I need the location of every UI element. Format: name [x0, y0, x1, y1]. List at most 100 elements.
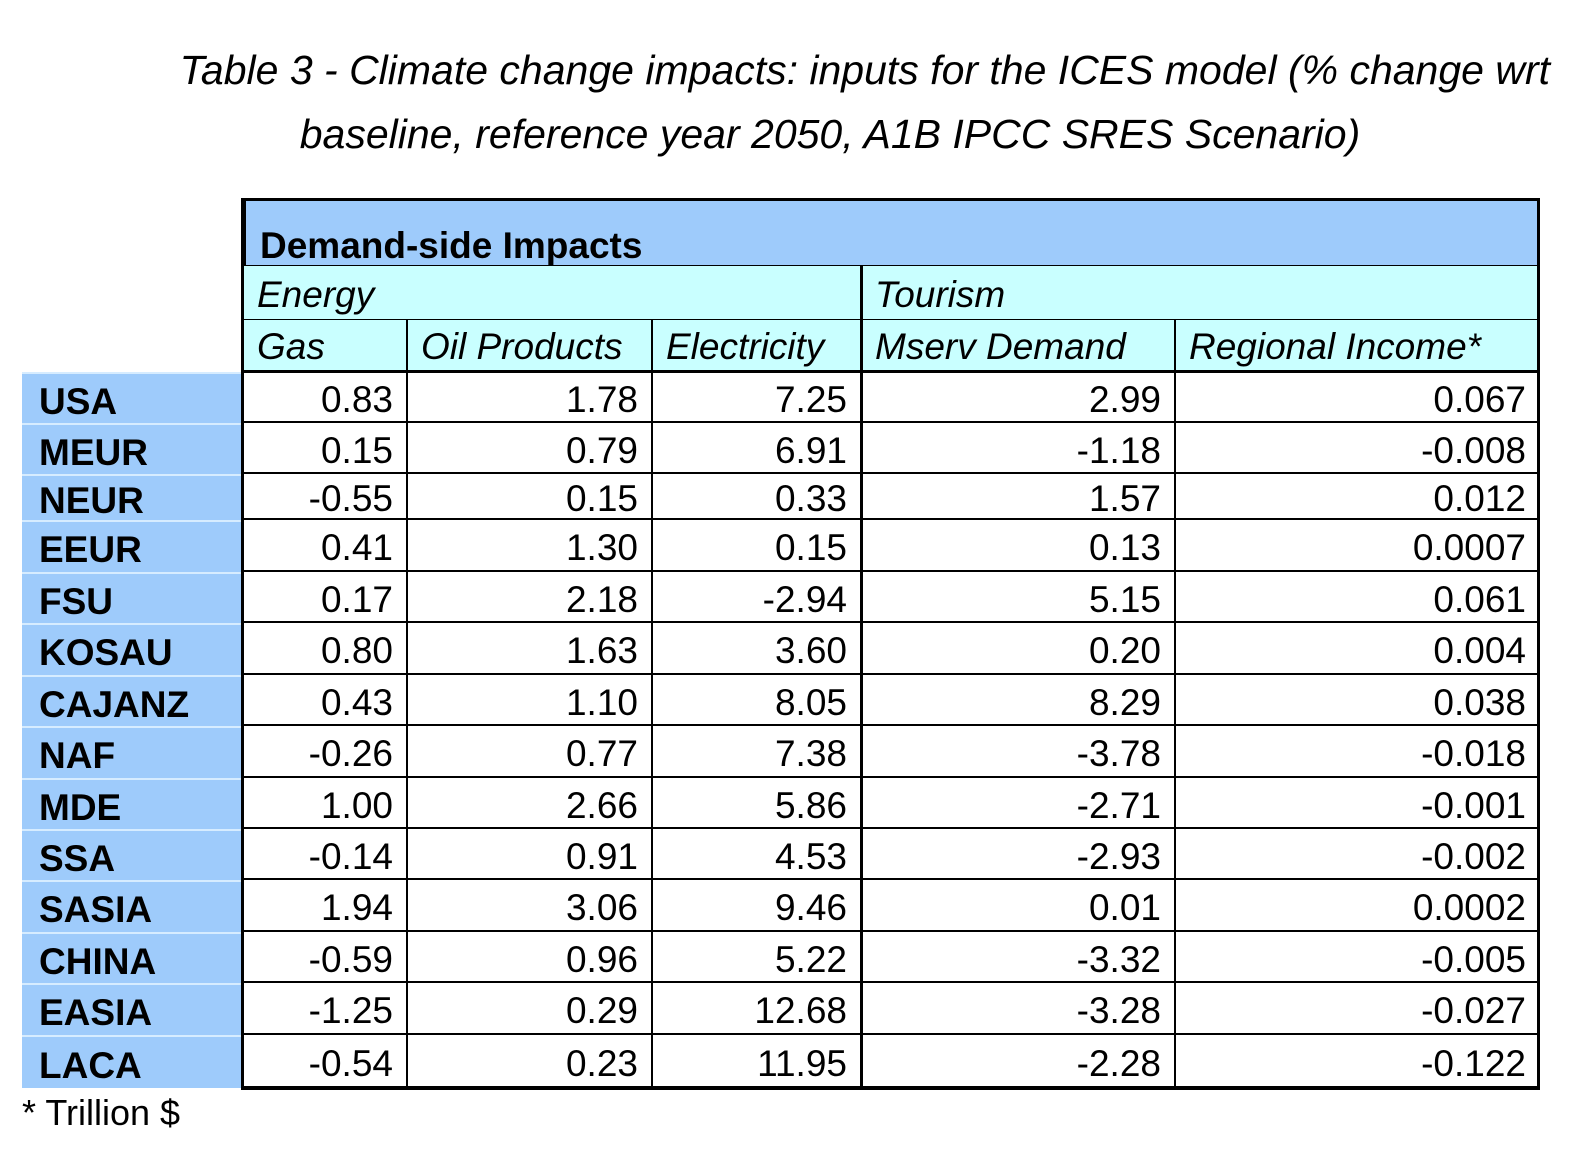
table-cell: 0.41	[243, 520, 407, 572]
table-cell: 0.77	[407, 726, 652, 778]
column-header: Gas	[243, 320, 407, 373]
group-tourism: Tourism	[861, 266, 1540, 321]
table-cell: -2.93	[861, 829, 1175, 880]
table-cell: 0.91	[407, 829, 652, 880]
table-cell: 0.79	[407, 423, 652, 474]
table-cell: 8.29	[861, 675, 1175, 726]
table-cell: 0.83	[243, 372, 407, 423]
table-cell: 0.038	[1175, 675, 1540, 726]
table-cell: 0.004	[1175, 623, 1540, 675]
row-label: USA	[22, 372, 243, 423]
table-cell: -3.32	[861, 932, 1175, 983]
table-cell: 9.46	[652, 880, 861, 932]
row-label: KOSAU	[22, 623, 243, 675]
table-cell: 11.95	[652, 1035, 861, 1088]
table-cell: -0.002	[1175, 829, 1540, 880]
group-energy: Energy	[243, 266, 861, 321]
table-title: Table 3 - Climate change impacts: inputs…	[100, 38, 1560, 166]
table-cell: -0.018	[1175, 726, 1540, 778]
table-cell: -1.25	[243, 983, 407, 1035]
table-cell: 0.33	[652, 474, 861, 520]
row-label: NAF	[22, 726, 243, 778]
table-cell: 1.78	[407, 372, 652, 423]
column-header: Regional Income*	[1175, 320, 1540, 373]
table-cell: 2.66	[407, 778, 652, 829]
table-cell: 1.30	[407, 520, 652, 572]
table-border-right	[1537, 198, 1540, 1090]
table-cell: 1.10	[407, 675, 652, 726]
row-label: CHINA	[22, 932, 243, 983]
row-label: MDE	[22, 778, 243, 829]
table-cell: -1.18	[861, 423, 1175, 474]
table-cell: 0.23	[407, 1035, 652, 1088]
table-cell: 4.53	[652, 829, 861, 880]
column-header: Oil Products	[407, 320, 652, 373]
table-cell: -0.001	[1175, 778, 1540, 829]
table-cell: -0.122	[1175, 1035, 1540, 1088]
table-cell: 0.29	[407, 983, 652, 1035]
table-cell: 0.012	[1175, 474, 1540, 520]
table-cell: 3.06	[407, 880, 652, 932]
table-cell: -3.28	[861, 983, 1175, 1035]
table-cell: 2.99	[861, 372, 1175, 423]
row-label: EASIA	[22, 983, 243, 1035]
row-label: LACA	[22, 1035, 243, 1088]
row-label: NEUR	[22, 474, 243, 521]
row-label: SASIA	[22, 880, 243, 932]
title-line-1: Table 3 - Climate change impacts: inputs…	[179, 47, 1550, 93]
table-cell: 2.18	[407, 572, 652, 623]
table-cell: 0.067	[1175, 372, 1540, 423]
footnote: * Trillion $	[22, 1092, 181, 1133]
table-cell: 0.80	[243, 623, 407, 675]
column-divider	[651, 320, 653, 1088]
column-header: Electricity	[652, 320, 861, 373]
table-cell: 0.01	[861, 880, 1175, 932]
table-cell: 7.38	[652, 726, 861, 778]
table-cell: -0.55	[243, 474, 407, 520]
table-cell: 0.96	[407, 932, 652, 983]
table-cell: 0.0007	[1175, 520, 1540, 572]
table-cell: -0.005	[1175, 932, 1540, 983]
table-cell: 1.94	[243, 880, 407, 932]
table-cell: -0.008	[1175, 423, 1540, 474]
table-cell: -0.54	[243, 1035, 407, 1088]
row-label: MEUR	[22, 423, 243, 474]
table-cell: -0.26	[243, 726, 407, 778]
table-cell: 0.13	[861, 520, 1175, 572]
table-cell: 0.17	[243, 572, 407, 623]
table-cell: -3.78	[861, 726, 1175, 778]
energy-tourism-divider	[860, 266, 863, 1088]
table-cell: -0.59	[243, 932, 407, 983]
row-label: SSA	[22, 829, 243, 880]
table-cell: 0.061	[1175, 572, 1540, 623]
table-border-bottom	[241, 1087, 1540, 1090]
table-cell: -2.71	[861, 778, 1175, 829]
column-divider	[1174, 320, 1176, 1088]
table-cell: -2.28	[861, 1035, 1175, 1088]
table-cell: 0.15	[407, 474, 652, 520]
row-label: CAJANZ	[22, 675, 243, 726]
table-cell: 0.43	[243, 675, 407, 726]
table-cell: 7.25	[652, 372, 861, 423]
table-cell: 5.15	[861, 572, 1175, 623]
table-cell: 1.57	[861, 474, 1175, 520]
table-cell: 5.86	[652, 778, 861, 829]
table-cell: 3.60	[652, 623, 861, 675]
table-cell: 8.05	[652, 675, 861, 726]
table-cell: -0.14	[243, 829, 407, 880]
table-cell: 6.91	[652, 423, 861, 474]
table-cell: 1.00	[243, 778, 407, 829]
table-cell: 0.20	[861, 623, 1175, 675]
table-cell: 5.22	[652, 932, 861, 983]
row-label: FSU	[22, 572, 243, 623]
row-label: EEUR	[22, 520, 243, 572]
title-line-2: baseline, reference year 2050, A1B IPCC …	[299, 111, 1361, 157]
table-cell: -2.94	[652, 572, 861, 623]
main-header: Demand-side Impacts	[243, 198, 1540, 268]
table-border-left	[241, 198, 244, 1090]
table-cell: 0.15	[243, 423, 407, 474]
table-cell: 0.0002	[1175, 880, 1540, 932]
table-cell: 12.68	[652, 983, 861, 1035]
table-cell: 1.63	[407, 623, 652, 675]
table-cell: 0.15	[652, 520, 861, 572]
